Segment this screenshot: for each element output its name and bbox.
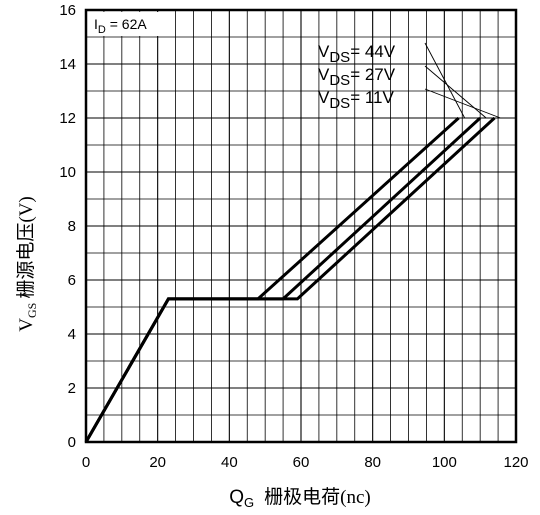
plot-frame	[84, 8, 518, 444]
x-tick-label: 100	[432, 454, 457, 471]
y-tick-label: 8	[68, 218, 76, 235]
legend-label-11v: VDS= 11V	[318, 88, 394, 112]
x-axis-title: QG 栅极电荷(nc)	[229, 486, 371, 510]
x-tick-label: 20	[149, 454, 166, 471]
y-tick-label: 12	[59, 110, 76, 127]
legend: VDS= 44V VDS= 27V VDS= 11V	[318, 42, 396, 112]
y-axis-title: VGS栅源电压(V)	[15, 196, 39, 331]
y-tick-label: 2	[68, 380, 76, 397]
legend-label-27v: VDS= 27V	[318, 65, 396, 89]
x-tick-label: 0	[82, 454, 90, 471]
legend-leader-lines	[424, 42, 501, 119]
y-tick-label: 0	[68, 434, 76, 451]
x-tick-label: 60	[293, 454, 310, 471]
y-tick-labels: 0 2 4 6 8 10 12 14 16	[59, 2, 76, 451]
x-tick-label: 120	[503, 454, 528, 471]
y-tick-label: 10	[59, 164, 76, 181]
grid	[85, 9, 517, 443]
annotation-box	[88, 12, 160, 36]
y-tick-label: 16	[59, 2, 76, 19]
legend-label-44v: VDS= 44V	[318, 42, 396, 66]
legend-leader-line	[424, 42, 466, 119]
annotation-current: ID = 62A	[94, 16, 147, 36]
series-line-11v	[84, 116, 496, 443]
legend-leader-line	[424, 88, 501, 119]
x-tick-labels: 0 20 40 60 80 100 120	[82, 454, 529, 471]
y-tick-label: 4	[68, 326, 76, 343]
y-tick-label: 6	[68, 272, 76, 289]
x-tick-label: 80	[364, 454, 381, 471]
series-lines	[84, 116, 496, 443]
y-tick-label: 14	[59, 56, 76, 73]
legend-leader-line	[424, 65, 487, 119]
x-tick-label: 40	[221, 454, 238, 471]
